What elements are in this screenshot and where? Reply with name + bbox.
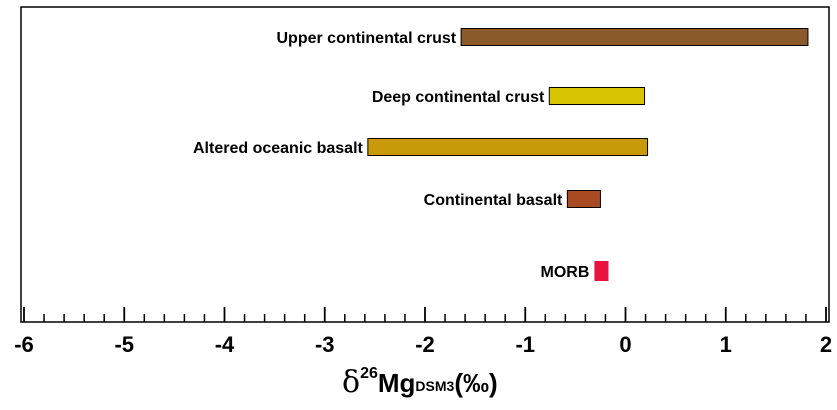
range-label: Deep continental crust [372, 89, 545, 106]
major-ticks [23, 307, 827, 322]
x-tick-label: 0 [619, 332, 631, 357]
range-label: MORB [541, 264, 590, 281]
x-axis-title-superscript: 26 [360, 365, 378, 382]
x-tick-label: -4 [215, 332, 235, 357]
x-tick-label: 1 [720, 332, 732, 357]
x-tick-label: -5 [114, 332, 134, 357]
range-labels: Upper continental crust Deep continental … [193, 30, 589, 281]
x-axis-title: δ26MgDSM3(‰) [342, 365, 498, 400]
range-bar [460, 28, 809, 46]
x-axis-title-subscript: DSM3 [415, 378, 454, 394]
range-label: Continental basalt [424, 192, 563, 209]
tick-labels: -6 -5 -4 -3 -2 -1 0 1 2 [14, 332, 832, 357]
x-axis-title-symbol: δ [342, 365, 360, 400]
x-tick-label: -3 [315, 332, 335, 357]
x-tick-label: -6 [14, 332, 34, 357]
x-axis-title-unit: (‰) [454, 368, 497, 398]
range-bar [367, 138, 649, 156]
range-label: Altered oceanic basalt [193, 140, 364, 157]
range-bar [566, 190, 601, 208]
x-tick-label: -2 [415, 332, 435, 357]
x-axis-title-main: Mg [378, 368, 416, 398]
x-tick-label: -1 [515, 332, 535, 357]
x-tick-label: 2 [820, 332, 832, 357]
minor-ticks [43, 314, 807, 322]
plot-frame [20, 6, 830, 323]
range-bar [594, 261, 609, 281]
range-bar [548, 87, 646, 105]
range-label: Upper continental crust [277, 30, 457, 47]
range-bars [367, 28, 809, 281]
